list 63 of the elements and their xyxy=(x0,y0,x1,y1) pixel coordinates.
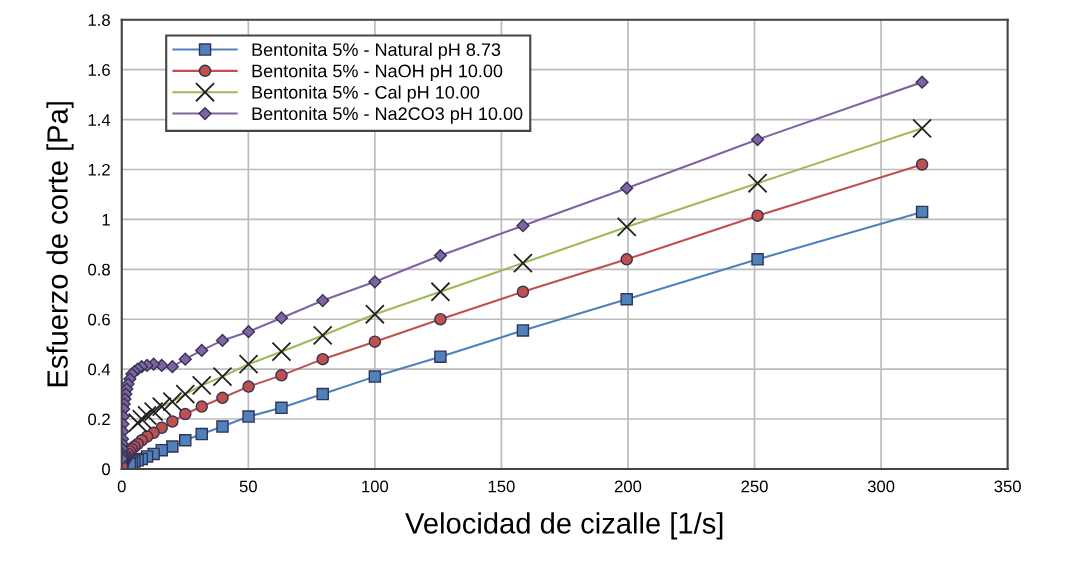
point xyxy=(216,420,229,433)
point xyxy=(216,391,229,405)
y-tick-label: 0.8 xyxy=(88,263,110,276)
point xyxy=(750,132,765,147)
x-tick-label: 150 xyxy=(488,480,515,493)
point xyxy=(179,407,192,421)
y-tick-label: 1.4 xyxy=(88,114,111,126)
x-tick-label: 100 xyxy=(362,480,389,493)
point xyxy=(195,343,209,358)
point xyxy=(178,352,192,366)
point xyxy=(368,335,382,348)
y-tick-label: 0.2 xyxy=(88,413,110,426)
x-tick-label: 350 xyxy=(994,480,1021,493)
point xyxy=(275,369,288,382)
point xyxy=(316,387,329,401)
point xyxy=(516,285,530,299)
point xyxy=(915,158,929,171)
y-axis-title: Esfuerzo de corte [Pa] xyxy=(46,102,74,387)
x-tick-label: 0 xyxy=(117,480,126,493)
y-tick-label: 0.4 xyxy=(88,363,111,376)
point xyxy=(516,324,530,337)
legend-label: Bentonita 5% - Na2CO3 pH 10.00 xyxy=(252,106,523,124)
y-tick-label: 1.8 xyxy=(88,14,110,26)
x-tick-label: 200 xyxy=(614,480,642,493)
point xyxy=(242,410,255,423)
point xyxy=(751,253,764,266)
x-tick-label: 50 xyxy=(239,480,257,493)
point xyxy=(241,325,256,339)
legend-label: Bentonita 5% - Cal pH 10.00 xyxy=(252,85,480,103)
point xyxy=(516,219,530,233)
point xyxy=(434,350,447,363)
y-tick-label: 0.6 xyxy=(88,313,110,326)
y-tick-label: 0 xyxy=(102,463,110,476)
x-tick-label: 300 xyxy=(867,480,895,493)
point xyxy=(620,293,633,306)
point xyxy=(316,352,329,366)
point xyxy=(620,181,634,195)
legend-label: Bentonita 5% - Natural pH 8.73 xyxy=(252,42,501,60)
x-axis-title: Velocidad de cizalle [1/s] xyxy=(405,512,723,540)
point xyxy=(434,312,447,326)
point xyxy=(274,311,289,325)
y-tick-label: 1.6 xyxy=(88,64,110,76)
point xyxy=(915,75,929,89)
point xyxy=(433,249,448,263)
point xyxy=(751,209,764,222)
point xyxy=(195,400,208,413)
point xyxy=(165,360,179,374)
point xyxy=(620,253,633,266)
x-tick-label: 250 xyxy=(741,480,768,493)
legend-label: Bentonita 5% - NaOH pH 10.00 xyxy=(252,64,503,81)
point xyxy=(166,440,179,453)
point xyxy=(368,275,382,289)
y-tick-label: 1.2 xyxy=(88,163,110,176)
point xyxy=(166,415,179,428)
point xyxy=(242,380,255,393)
point xyxy=(179,434,192,447)
point xyxy=(368,370,382,383)
point xyxy=(316,293,330,308)
point xyxy=(915,205,929,219)
point xyxy=(215,333,230,348)
y-tick-label: 1 xyxy=(102,213,110,226)
point xyxy=(275,401,288,415)
point xyxy=(195,427,208,441)
